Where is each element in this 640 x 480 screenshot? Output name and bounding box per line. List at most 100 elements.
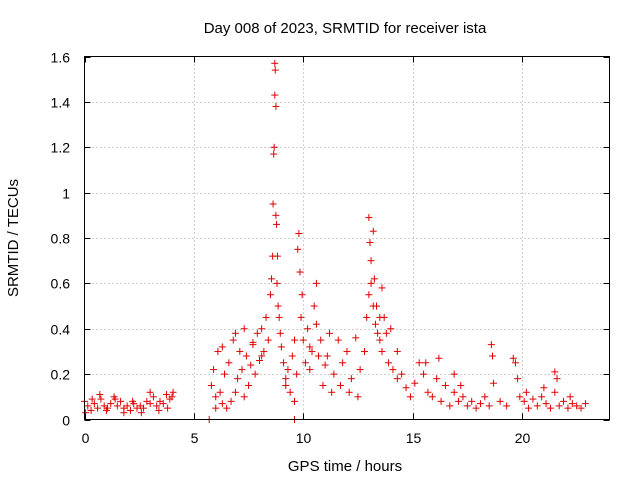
data-point [411, 379, 419, 387]
data-point [551, 388, 559, 396]
y-tick-label: 1.2 [51, 140, 71, 156]
data-point [525, 404, 533, 412]
data-point [123, 402, 131, 410]
data-point [516, 393, 524, 401]
data-point [520, 397, 528, 405]
data-point [223, 404, 231, 412]
data-point [272, 102, 280, 110]
data-point [236, 347, 244, 355]
data-point [225, 359, 233, 367]
data-point [566, 393, 574, 401]
x-tick-label: 20 [515, 430, 531, 446]
data-point [354, 393, 362, 401]
data-point [435, 354, 443, 362]
data-point [271, 59, 279, 67]
data-point [253, 329, 261, 337]
data-point [538, 393, 546, 401]
data-point [441, 381, 449, 389]
data-point [555, 402, 563, 410]
data-point [437, 397, 445, 405]
data-point [529, 395, 537, 403]
data-point [317, 336, 325, 344]
data-point [216, 388, 224, 396]
data-point [366, 239, 374, 247]
data-point [389, 366, 397, 374]
data-point [345, 388, 353, 396]
x-tick-label: 15 [406, 430, 422, 446]
data-point [272, 211, 280, 219]
data-point [291, 397, 298, 405]
data-point [356, 366, 364, 374]
data-point [242, 352, 250, 360]
data-point [97, 395, 105, 403]
data-point [164, 404, 172, 412]
data-point [398, 370, 406, 378]
data-point [273, 220, 281, 228]
data-point [280, 359, 288, 367]
data-point [284, 366, 292, 374]
data-point [266, 291, 274, 299]
data-point [370, 275, 378, 283]
plot-frame [84, 56, 610, 420]
data-point [310, 302, 318, 310]
y-axis-label: SRMTID / TECUs [5, 179, 22, 297]
data-point [402, 384, 410, 392]
data-point [88, 395, 96, 403]
tick-labels: 0 5 10 15 20 0 0.2 0.4 0.6 0.8 1 1.2 1.4 1.6 [51, 50, 531, 447]
data-point [155, 406, 163, 414]
data-point [295, 229, 303, 237]
chart-title: Day 008 of 2023, SRMTID for receiver ist… [204, 20, 487, 37]
data-point [533, 402, 541, 410]
data-point [522, 388, 530, 396]
data-point [245, 381, 253, 389]
data-point [288, 352, 296, 360]
y-tick-label: 0 [62, 413, 70, 429]
data-point [268, 275, 276, 283]
data-point [301, 359, 309, 367]
data-point [488, 352, 496, 360]
data-point [258, 325, 266, 333]
data-point [577, 404, 585, 412]
data-point [218, 343, 226, 351]
data-point [291, 336, 298, 344]
data-point [371, 320, 379, 328]
data-point [306, 343, 314, 351]
data-point [129, 397, 137, 405]
data-point [286, 388, 294, 396]
data-point [481, 393, 489, 401]
data-point [306, 366, 314, 374]
data-point [385, 359, 393, 367]
data-point [113, 402, 121, 410]
data-point [319, 381, 327, 389]
data-point [468, 397, 476, 405]
data-point [276, 329, 284, 337]
x-axis-label: GPS time / hours [288, 458, 402, 475]
data-point [126, 406, 134, 414]
data-point [387, 325, 395, 333]
data-point [146, 388, 154, 396]
data-point [210, 366, 218, 374]
data-point [240, 325, 248, 333]
data-point [231, 329, 239, 337]
data-point [294, 245, 302, 253]
data-point [376, 313, 384, 321]
data-point [87, 406, 95, 414]
data-point [378, 347, 386, 355]
data-point [450, 388, 458, 396]
data-point [428, 393, 436, 401]
data-point [546, 404, 554, 412]
data-point [312, 279, 320, 287]
data-point [249, 338, 257, 346]
y-tick-label: 0.4 [51, 322, 71, 338]
data-point [415, 359, 423, 367]
data-point [339, 359, 347, 367]
grid [84, 56, 610, 420]
data-point [299, 336, 307, 344]
axis-ticks [84, 56, 610, 421]
data-point [463, 402, 471, 410]
data-point [297, 313, 305, 321]
data-point [455, 397, 463, 405]
data-point [581, 400, 589, 408]
data-point [334, 336, 342, 344]
data-point [153, 402, 161, 410]
